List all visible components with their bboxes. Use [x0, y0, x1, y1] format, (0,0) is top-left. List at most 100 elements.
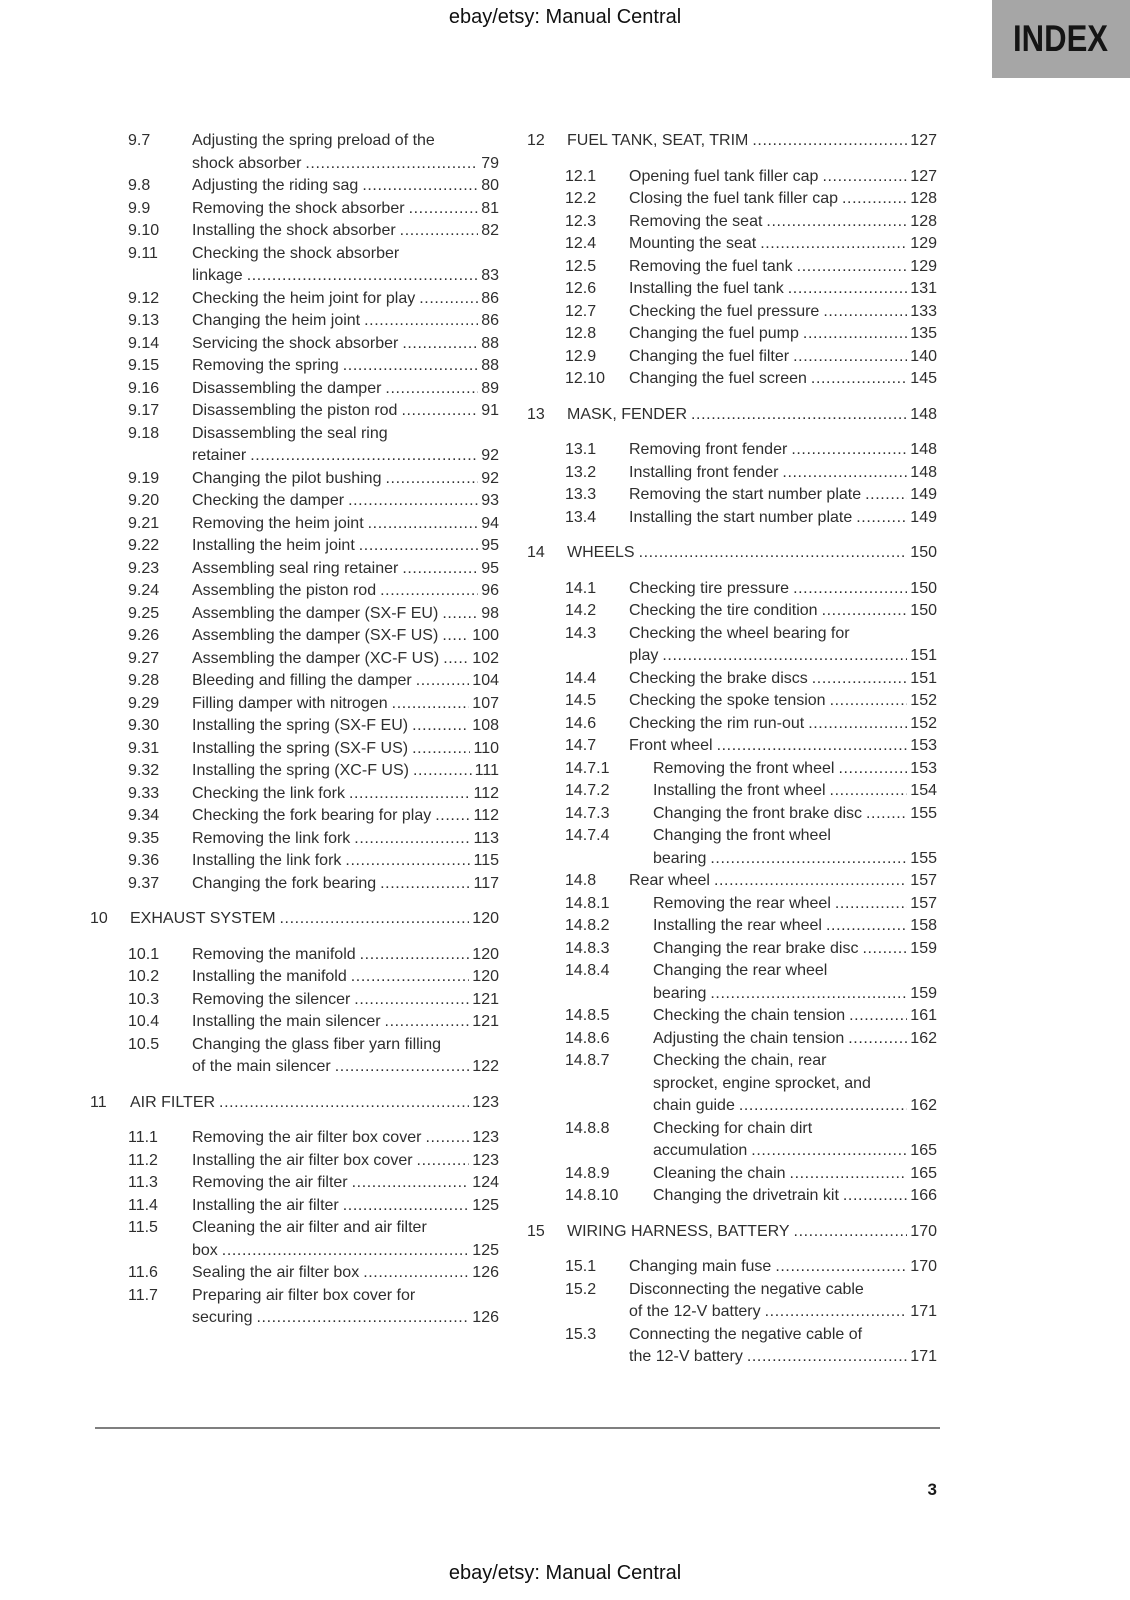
toc-entry-number: 12.9 [565, 347, 597, 365]
toc-entry-line: Changing the fork bearing...............… [192, 873, 499, 896]
toc-entry-body: Removing the start number plate.........… [629, 484, 937, 507]
toc-entry-title: Removing the fuel tank [629, 257, 793, 275]
toc-entry-number: 13.3 [565, 486, 597, 503]
toc-entry-line: Changing the drivetrain kit.............… [653, 1185, 937, 1208]
toc-entry-page: 171 [910, 1303, 937, 1320]
toc-entry-line: Installing the start number plate.......… [629, 507, 937, 530]
toc-entry-page: 166 [910, 1187, 937, 1204]
toc-entry-number: 14 [527, 544, 545, 561]
toc-leader-dots: ........................................… [838, 759, 907, 777]
toc-entry-page: 93 [481, 492, 499, 509]
toc-entry-title: of the 12-V battery [629, 1303, 761, 1320]
toc-entry: 14.8.7 Checking the chain, rear sprocket, … [527, 1050, 937, 1118]
toc-entry-body: Changing the fork bearing...............… [192, 873, 499, 896]
toc-entry-page: 150 [910, 602, 937, 619]
toc-entry-body: Assembling the damper (SX-F EU).........… [192, 603, 499, 626]
toc-entry-body: Checking the heim joint for play........… [192, 288, 499, 311]
toc-entry-line: bearing.................................… [653, 983, 937, 1006]
toc-entry-title: securing [192, 1309, 253, 1326]
toc-entry-title: Checking the heim joint for play [192, 289, 416, 307]
toc-entry-body: Installing the front wheel..............… [653, 780, 937, 803]
toc-entry-line: Assembling the damper (SX-F US).........… [192, 625, 499, 648]
toc-entry-number: 10.1 [128, 945, 160, 963]
toc-entry-title: Installing the start number plate [629, 508, 853, 526]
toc-entry-body: Disconnecting the negative cable of the 1… [629, 1279, 937, 1324]
toc-entry-number: 9.9 [128, 199, 151, 217]
toc-leader-dots: ........................................… [691, 405, 908, 423]
toc-entry-number: 9.15 [128, 357, 160, 374]
toc-entry-page: 115 [473, 852, 499, 869]
toc-entry-number: 14.7 [565, 737, 597, 754]
toc-entry: 13.3 Removing the start number plate.....… [527, 484, 937, 507]
toc-entry-title: Disassembling the piston rod [192, 402, 398, 419]
toc-entry: 9.29 Filling damper with nitrogen........… [90, 693, 499, 716]
toc-entry-number: 11.1 [128, 1129, 158, 1146]
toc-entry-number: 13.1 [565, 441, 597, 458]
toc-entry-number: 9.28 [128, 672, 160, 689]
toc-entry-line: play....................................… [629, 645, 937, 668]
toc-entry-number: 15 [527, 1222, 545, 1240]
toc-entry-line: Changing the fuel pump..................… [629, 323, 937, 346]
toc-entry-number: 9.25 [128, 604, 160, 622]
toc-entry-title: Assembling the damper (XC-F US) [192, 649, 440, 667]
toc-entry-body: Checking the fuel pressure..............… [629, 301, 937, 324]
toc-entry: 14.7.3 Changing the front brake disc.....… [527, 803, 937, 826]
toc-entry-title: Installing the spring (XC-F US) [192, 762, 409, 779]
toc-entry-line: Checking the tire condition.............… [629, 600, 937, 623]
toc-entry: 9.34 Checking the fork bearing for play..… [90, 805, 499, 828]
toc-entry-page: 112 [473, 807, 499, 824]
toc-entry-title: Removing the start number plate [629, 486, 862, 503]
toc-leader-dots: ........................................… [367, 514, 479, 532]
toc-entry: 9.18 Disassembling the seal ring retainer.… [90, 423, 499, 468]
toc-entry-line: Checking for chain dirt [653, 1118, 937, 1141]
toc-entry-number: 11.2 [128, 1151, 158, 1169]
toc-entry-body: Checking the spoke tension..............… [629, 690, 937, 713]
toc-leader-dots: ........................................… [412, 717, 469, 734]
toc-entry: 9.26 Assembling the damper (SX-F US).....… [90, 625, 499, 648]
toc-entry-number: 12 [527, 132, 545, 149]
toc-entry-body: Servicing the shock absorber............… [192, 333, 499, 356]
toc-leader-dots: ........................................… [351, 1174, 470, 1191]
toc-entry-title: Removing the manifold [192, 945, 356, 963]
footer-page-number: 3 [927, 1480, 937, 1499]
toc-entry-page: 165 [910, 1142, 937, 1159]
toc-entry-line: Cleaning the chain......................… [653, 1163, 937, 1186]
toc-entry-line: Checking the fuel pressure..............… [629, 301, 937, 324]
toc-leader-dots: ........................................… [402, 559, 479, 577]
toc-entry-line: Filling damper with nitrogen............… [192, 693, 499, 716]
toc-entry-number: 14.8.4 [565, 962, 610, 979]
toc-entry-title: Installing the air filter [192, 1196, 339, 1214]
toc-entry-title: Servicing the shock absorber [192, 334, 399, 352]
toc-entry-title: retainer [192, 447, 247, 464]
toc-entry-body: Installing the air filter box cover.....… [192, 1150, 499, 1173]
toc-entry-title: Changing the heim joint [192, 312, 361, 329]
toc-entry-title: Checking for chain dirt [653, 1119, 813, 1137]
toc-entry-body: Installing the fuel tank................… [629, 278, 937, 301]
toc-entry-page: 162 [910, 1029, 937, 1047]
toc-entry: 10.4 Installing the main silencer........… [90, 1011, 499, 1034]
toc-entry-body: Removing the silencer...................… [192, 989, 499, 1012]
toc-entry: 14.7 Front wheel.........................… [527, 735, 937, 758]
toc-entry-number: 14.1 [565, 579, 597, 597]
toc-entry: 9.36 Installing the link fork............… [90, 850, 499, 873]
toc-entry-number: 14.4 [565, 669, 597, 687]
toc-entry-line: Removing front fender...................… [629, 439, 937, 462]
toc-entry-line: box.....................................… [192, 1240, 499, 1263]
toc-entry-line: Checking the chain tension..............… [653, 1005, 937, 1028]
toc-entry-line: retainer................................… [192, 445, 499, 468]
toc-entry-body: Preparing air filter box cover for securi… [192, 1285, 499, 1330]
toc-entry-number: 12.7 [565, 302, 597, 320]
footer-divider [95, 1427, 940, 1429]
toc-entry-title: WHEELS [567, 544, 635, 561]
toc-entry-page: 95 [481, 559, 499, 577]
toc-entry: 9.12 Checking the heim joint for play....… [90, 288, 499, 311]
toc-entry-line: Checking the fork bearing for play......… [192, 805, 499, 828]
toc-entry-line: Installing the link fork................… [192, 850, 499, 873]
toc-entry-line: Removing the spring.....................… [192, 355, 499, 378]
toc-entry-body: Adjusting the chain tension.............… [653, 1028, 937, 1051]
toc-entry-line: Disassembling the piston rod............… [192, 400, 499, 423]
toc-entry-line: Checking the rim run-out................… [629, 713, 937, 736]
toc-entry-number: 9.17 [128, 402, 160, 419]
toc-entry-line: linkage.................................… [192, 265, 499, 288]
toc-entry-title: Checking tire pressure [629, 579, 790, 597]
